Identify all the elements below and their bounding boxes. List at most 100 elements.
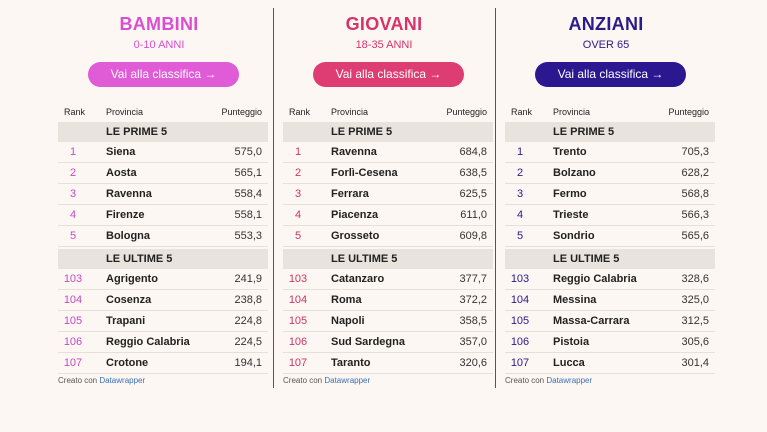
provincia-cell: Napoli <box>331 315 365 327</box>
score-cell: 320,6 <box>459 357 487 369</box>
section-header: LE ULTIME 5 <box>58 249 268 269</box>
score-cell: 638,5 <box>459 167 487 179</box>
table-row: 104 Roma 372,2 <box>283 290 493 311</box>
table-header: Rank Provincia Punteggio <box>58 104 268 120</box>
score-cell: 565,6 <box>681 230 709 242</box>
rank-cell: 106 <box>288 336 308 348</box>
rank-cell: 104 <box>288 294 308 306</box>
column-subtitle: OVER 65 <box>582 39 630 51</box>
header-rank: Rank <box>289 107 311 117</box>
provincia-cell: Catanzaro <box>331 273 385 285</box>
header-punteggio: Punteggio <box>221 107 262 117</box>
rank-cell: 1 <box>516 146 524 158</box>
table-row: 105 Trapani 224,8 <box>58 311 268 332</box>
table-row: 103 Reggio Calabria 328,6 <box>505 269 715 290</box>
provincia-cell: Sud Sardegna <box>331 336 405 348</box>
table-header: Rank Provincia Punteggio <box>505 104 715 120</box>
view-ranking-button[interactable]: Vai alla classifica → <box>88 62 239 87</box>
column-subtitle: 18-35 ANNI <box>355 39 413 51</box>
view-ranking-button[interactable]: Vai alla classifica → <box>535 62 686 87</box>
view-ranking-button[interactable]: Vai alla classifica → <box>313 62 464 87</box>
table-row: 1 Ravenna 684,8 <box>283 142 493 163</box>
datawrapper-link[interactable]: Datawrapper <box>99 376 146 385</box>
section-header: LE ULTIME 5 <box>283 249 493 269</box>
provincia-cell: Firenze <box>106 209 145 221</box>
table-row: 2 Forlì-Cesena 638,5 <box>283 163 493 184</box>
table-row: 106 Sud Sardegna 357,0 <box>283 332 493 353</box>
rank-cell: 107 <box>288 357 308 369</box>
score-cell: 224,8 <box>234 315 262 327</box>
table-row: 104 Messina 325,0 <box>505 290 715 311</box>
column-title: ANZIANI <box>568 14 644 34</box>
score-cell: 238,8 <box>234 294 262 306</box>
rank-cell: 2 <box>294 167 302 179</box>
score-cell: 372,2 <box>459 294 487 306</box>
rank-cell: 3 <box>294 188 302 200</box>
score-cell: 566,3 <box>681 209 709 221</box>
provincia-cell: Reggio Calabria <box>106 336 190 348</box>
score-cell: 609,8 <box>459 230 487 242</box>
table-row: 103 Agrigento 241,9 <box>58 269 268 290</box>
table-row: 3 Ravenna 558,4 <box>58 184 268 205</box>
table-row: 4 Piacenza 611,0 <box>283 205 493 226</box>
provincia-cell: Grosseto <box>331 230 380 242</box>
score-cell: 241,9 <box>234 273 262 285</box>
score-cell: 357,0 <box>459 336 487 348</box>
ranking-table: Rank Provincia Punteggio LE PRIME 5 1 Siena 57… <box>58 104 268 374</box>
score-cell: 377,7 <box>459 273 487 285</box>
rank-cell: 106 <box>510 336 530 348</box>
table-row: 2 Aosta 565,1 <box>58 163 268 184</box>
score-cell: 611,0 <box>460 209 487 221</box>
table-row: 106 Pistoia 305,6 <box>505 332 715 353</box>
header-provincia: Provincia <box>331 107 369 117</box>
rank-cell: 103 <box>63 273 83 285</box>
section-header: LE ULTIME 5 <box>505 249 715 269</box>
table-row: 107 Crotone 194,1 <box>58 353 268 374</box>
rank-cell: 4 <box>516 209 524 221</box>
rank-cell: 104 <box>510 294 530 306</box>
provincia-cell: Forlì-Cesena <box>331 167 398 179</box>
provincia-cell: Trieste <box>553 209 589 221</box>
provincia-cell: Agrigento <box>106 273 158 285</box>
provincia-cell: Trapani <box>106 315 146 327</box>
rank-cell: 1 <box>69 146 77 158</box>
rank-cell: 107 <box>510 357 530 369</box>
score-cell: 312,5 <box>681 315 709 327</box>
rank-cell: 5 <box>294 230 302 242</box>
table-row: 5 Bologna 553,3 <box>58 226 268 247</box>
provincia-cell: Piacenza <box>331 209 379 221</box>
score-cell: 305,6 <box>681 336 709 348</box>
footer-credit: Creato con Datawrapper <box>58 376 145 385</box>
provincia-cell: Bologna <box>106 230 150 242</box>
datawrapper-link[interactable]: Datawrapper <box>546 376 593 385</box>
header-rank: Rank <box>64 107 86 117</box>
rank-cell: 4 <box>69 209 77 221</box>
footer-text: Creato con <box>58 376 100 385</box>
score-cell: 684,8 <box>459 146 487 158</box>
table-row: 4 Trieste 566,3 <box>505 205 715 226</box>
ranking-column-2: ANZIANI OVER 65 Vai alla classifica → Rank P… <box>495 0 717 432</box>
ranking-table: Rank Provincia Punteggio LE PRIME 5 1 Trento 7… <box>505 104 715 374</box>
column-subtitle: 0-10 ANNI <box>133 39 185 51</box>
rank-cell: 3 <box>69 188 77 200</box>
table-row: 5 Sondrio 565,6 <box>505 226 715 247</box>
score-cell: 565,1 <box>234 167 262 179</box>
rank-cell: 1 <box>294 146 302 158</box>
datawrapper-link[interactable]: Datawrapper <box>324 376 371 385</box>
rank-cell: 105 <box>510 315 530 327</box>
provincia-cell: Ravenna <box>106 188 152 200</box>
score-cell: 558,4 <box>234 188 262 200</box>
rank-cell: 105 <box>288 315 308 327</box>
provincia-cell: Trento <box>553 146 587 158</box>
footer-text: Creato con <box>283 376 325 385</box>
rank-cell: 103 <box>288 273 308 285</box>
score-cell: 575,0 <box>234 146 262 158</box>
provincia-cell: Bolzano <box>553 167 596 179</box>
provincia-cell: Massa-Carrara <box>553 315 630 327</box>
table-row: 3 Ferrara 625,5 <box>283 184 493 205</box>
provincia-cell: Aosta <box>106 167 137 179</box>
provincia-cell: Ravenna <box>331 146 377 158</box>
section-header: LE PRIME 5 <box>283 122 493 142</box>
provincia-cell: Sondrio <box>553 230 595 242</box>
